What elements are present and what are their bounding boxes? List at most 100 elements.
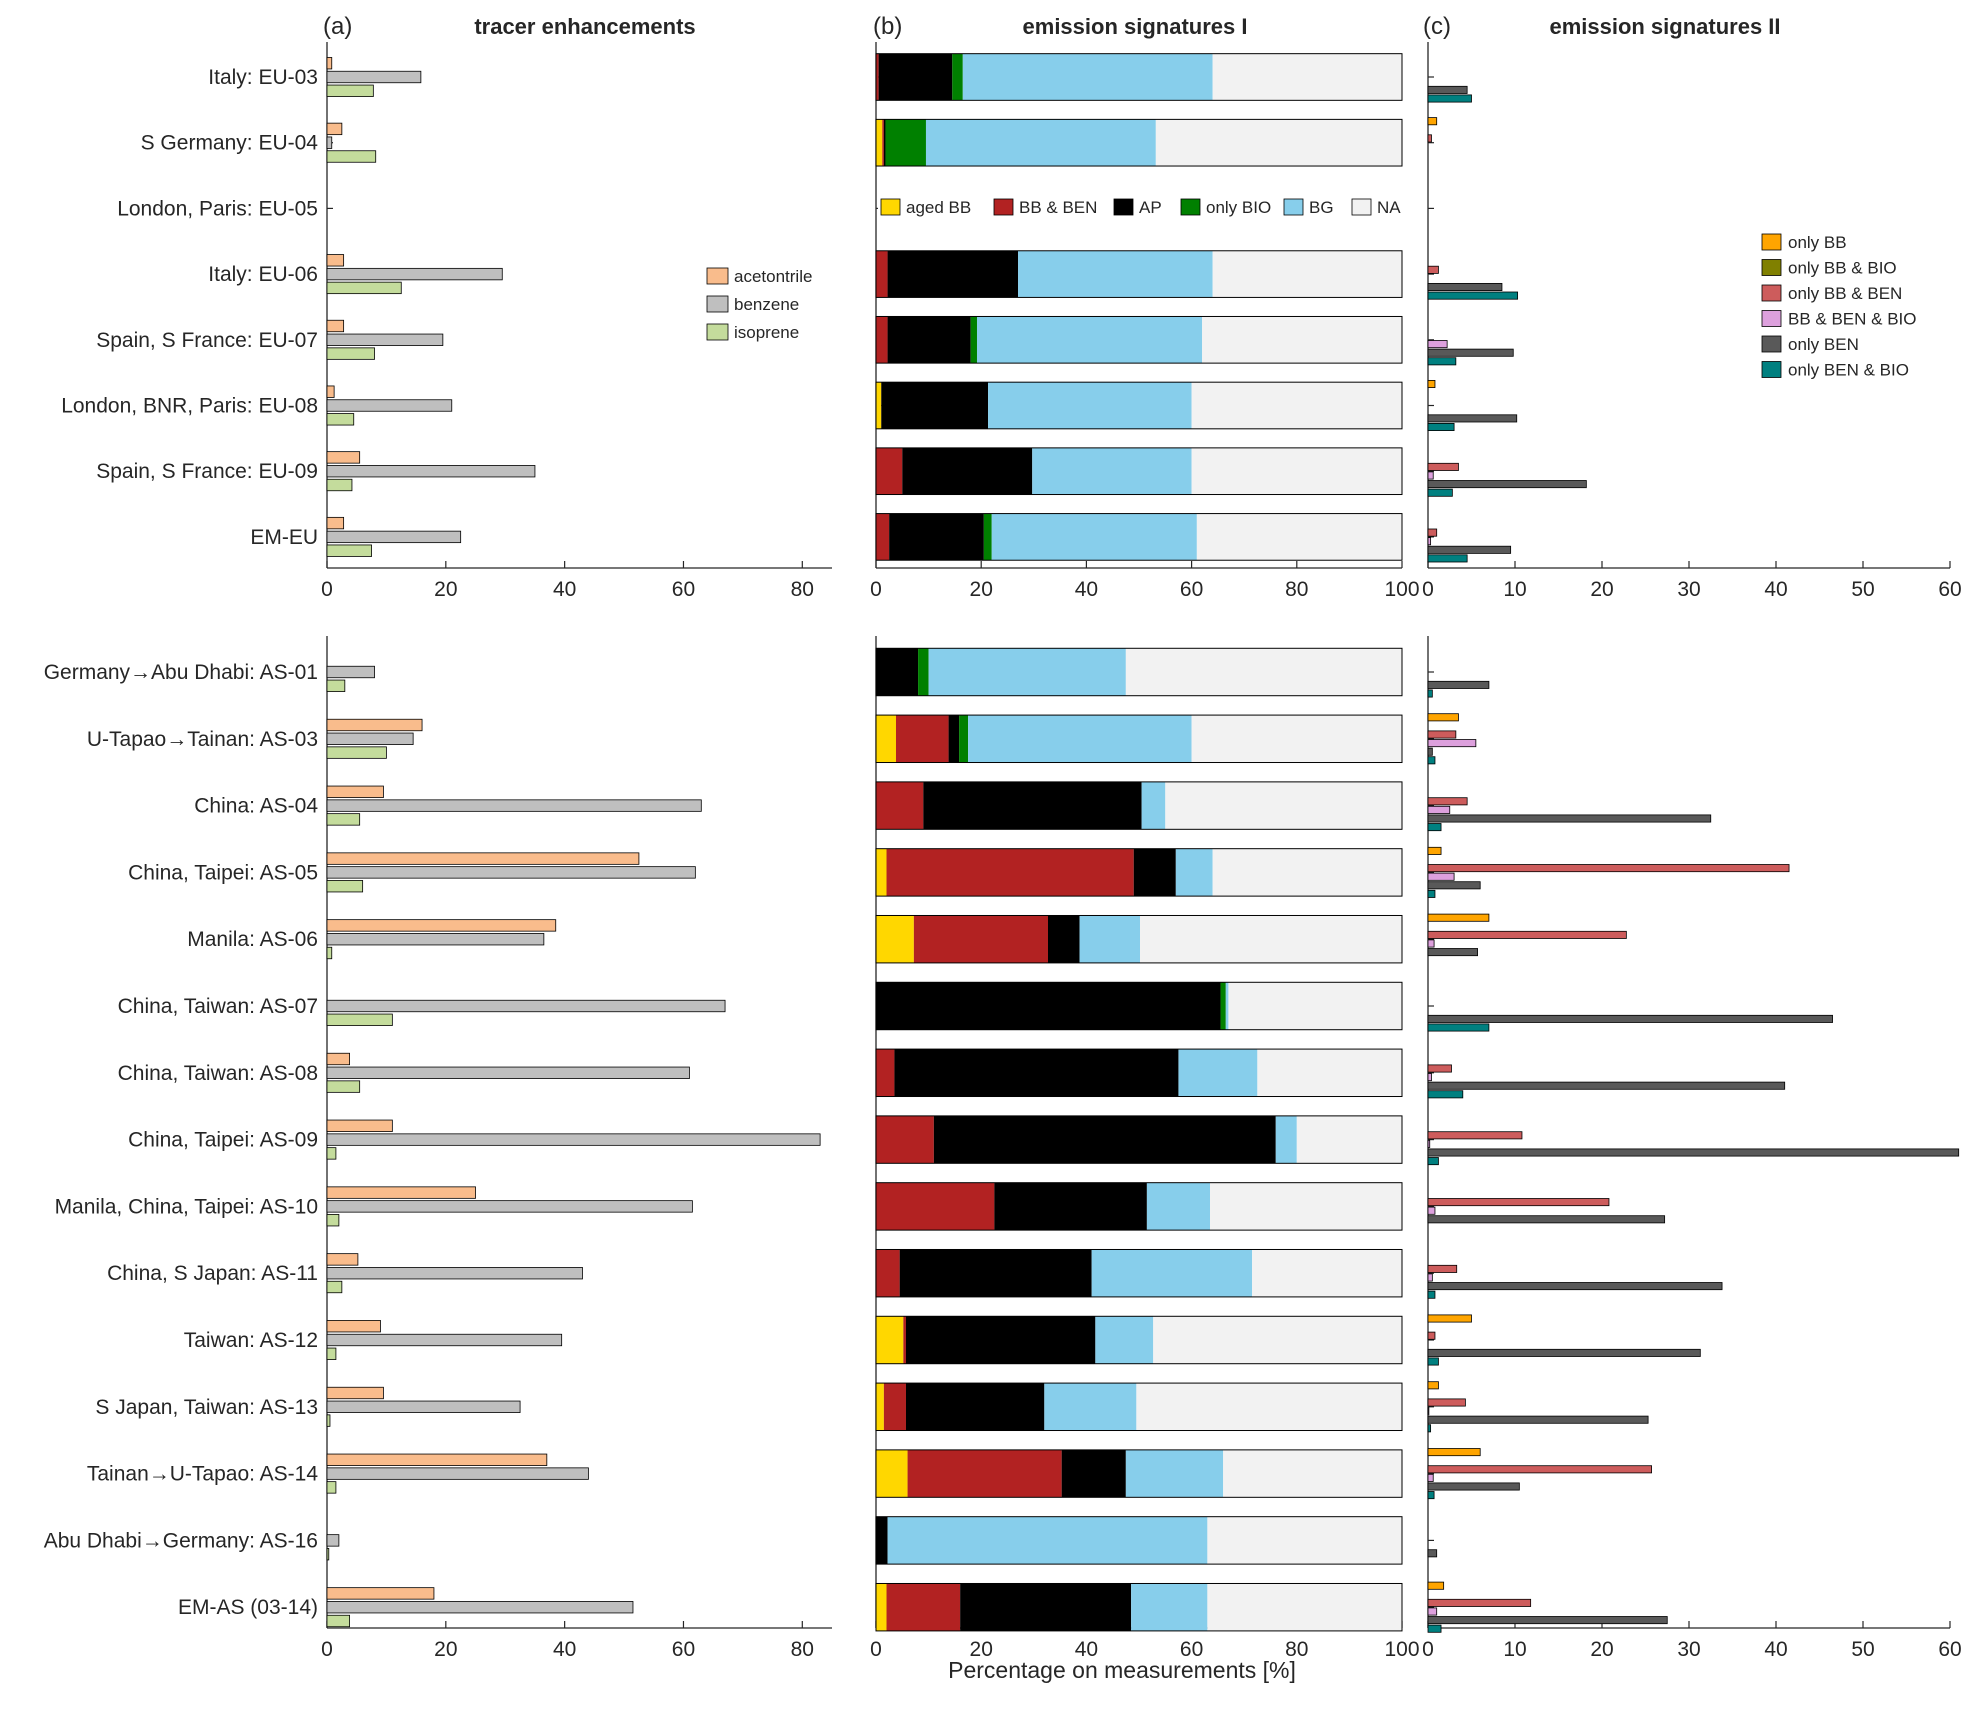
panel-b-block1-segment-na-abu-dhabi-germany-as-16 bbox=[1207, 1516, 1402, 1565]
legend-b-label-na: NA bbox=[1377, 198, 1401, 217]
panel-b-block1-segment-bg-china-taipei-as-05 bbox=[1175, 848, 1213, 897]
panel-b-block0-x-tick-label: 100 bbox=[1384, 578, 1419, 601]
panel-b-block1-bar-outline-manila-as-06 bbox=[875, 914, 1403, 964]
panel-c-block0-bar-only-ben-london-bnr-paris-eu-08 bbox=[1427, 414, 1518, 423]
panel-c-block1-bar-only-ben-bio-china-taipei-as-09 bbox=[1427, 1157, 1439, 1166]
panel-b-block0-segment-aged-bb-s-germany-eu-04 bbox=[876, 119, 883, 167]
panel-b-block1-segment-aged-bb-u-tapao-tainan-as-03 bbox=[876, 715, 896, 763]
panel-a-block1-bar-acetontrile-china-as-04 bbox=[326, 785, 384, 798]
panel-c-block0-bar-only-ben-italy-eu-03 bbox=[1427, 85, 1468, 94]
panel-c-block1-bar-only-ben-china-s-japan-as-11 bbox=[1427, 1282, 1723, 1291]
panel-a-block1-bar-acetontrile-manila-china-taipei-as-10 bbox=[326, 1186, 476, 1199]
block0-category-label-spain-s-france-eu-07: Spain, S France: EU-07 bbox=[96, 329, 318, 352]
block1-category-label-germany-abu-dhabi-as-01: Germany→Abu Dhabi: AS-01 bbox=[44, 661, 318, 684]
panel-b-block0-segment-bg-spain-s-france-eu-09 bbox=[1032, 447, 1192, 495]
legend-c-swatch-only-bb bbox=[1761, 233, 1782, 251]
panel-c-block1-x-tick-label: 30 bbox=[1677, 1638, 1700, 1661]
panel-a-block0-bar-benzene-italy-eu-03 bbox=[326, 70, 422, 84]
panel-b-block0-segment-ap-s-germany-eu-04 bbox=[883, 119, 886, 167]
panel-a-block1-bar-benzene-em-as-03-14 bbox=[326, 1601, 634, 1614]
panel-a-block1-bar-isoprene-china-taiwan-as-07 bbox=[326, 1013, 393, 1026]
panel-a-title: tracer enhancements bbox=[474, 14, 695, 39]
panel-a-block1-bar-benzene-china-taiwan-as-07 bbox=[326, 999, 726, 1013]
panel-a-block0-bar-isoprene-italy-eu-03 bbox=[326, 84, 374, 97]
panel-b-block1-segment-ap-china-taiwan-as-08 bbox=[894, 1049, 1179, 1097]
panel-a-block0-bar-acetontrile-em-eu bbox=[326, 516, 345, 530]
legend-b-label-bg: BG bbox=[1309, 198, 1334, 217]
panel-b-block1-bar-outline-germany-abu-dhabi-as-01 bbox=[875, 647, 1403, 697]
panel-a-block0-x-tick-label: 40 bbox=[553, 578, 576, 601]
panel-c-block1-bar-only-bb-tainan-u-tapao-as-14 bbox=[1427, 1448, 1481, 1457]
panel-c-block1-bar-only-ben-china-as-04 bbox=[1427, 814, 1712, 823]
panel-b-block0-segment-ap-spain-s-france-eu-09 bbox=[902, 447, 1033, 495]
panel-b-block0-segment-ap-em-eu bbox=[889, 513, 984, 561]
panel-c-block0-x-tick-label: 10 bbox=[1503, 578, 1526, 601]
panel-b-block1-bar-outline-u-tapao-tainan-as-03 bbox=[875, 714, 1403, 764]
legend-c-swatch-only-ben bbox=[1761, 335, 1782, 353]
panel-c-block1-bar-only-bb-manila-as-06 bbox=[1427, 913, 1490, 922]
panel-a-block0-bar-acetontrile-spain-s-france-eu-07 bbox=[326, 319, 345, 333]
panel-b-block1-segment-na-china-taipei-as-09 bbox=[1296, 1115, 1402, 1164]
panel-a-block1-bar-isoprene-u-tapao-tainan-as-03 bbox=[326, 746, 387, 759]
panel-c-block1-bar-only-bb-ben-em-as-03-14 bbox=[1427, 1598, 1532, 1607]
panel-b-block1-segment-na-china-as-04 bbox=[1165, 781, 1402, 830]
panel-b-block0-bar-outline-london-bnr-paris-eu-08 bbox=[875, 381, 1403, 430]
block1-category-label-abu-dhabi-germany-as-16: Abu Dhabi→Germany: AS-16 bbox=[44, 1529, 318, 1552]
panel-b-title: emission signatures I bbox=[1023, 14, 1248, 39]
panel-c-block0-bar-only-bb-s-germany-eu-04 bbox=[1427, 117, 1438, 126]
panel-b-block1-segment-bg-manila-as-06 bbox=[1079, 915, 1141, 963]
panel-b-block1-segment-bb-ben-taiwan-as-12 bbox=[903, 1316, 906, 1364]
panel-c-block0-bar-only-ben-bio-italy-eu-03 bbox=[1427, 94, 1472, 103]
panel-b-block1-segment-aged-bb-manila-as-06 bbox=[876, 915, 914, 963]
panel-b-block0-segment-ap-italy-eu-06 bbox=[887, 250, 1019, 298]
panel-a-block1-bar-benzene-manila-as-06 bbox=[326, 933, 545, 946]
panel-b-block1-segment-aged-bb-em-as-03-14 bbox=[876, 1583, 887, 1631]
panel-b-block0-segment-bg-london-bnr-paris-eu-08 bbox=[988, 382, 1192, 429]
panel-b-block1-segment-bg-germany-abu-dhabi-as-01 bbox=[928, 648, 1126, 696]
panel-a-block1-bar-acetontrile-s-japan-taiwan-as-13 bbox=[326, 1386, 384, 1400]
panel-b-block1-bar-outline-china-taipei-as-09 bbox=[875, 1115, 1403, 1164]
panel-a-block0-bar-isoprene-em-eu bbox=[326, 544, 372, 557]
panel-a-block1-bar-acetontrile-u-tapao-tainan-as-03 bbox=[326, 718, 423, 732]
panel-b-block0-bar-outline-italy-eu-03 bbox=[875, 53, 1403, 101]
panel-c-block1-bar-only-bb-s-japan-taiwan-as-13 bbox=[1427, 1381, 1439, 1390]
panel-b-block1-x-tick-label: 40 bbox=[1075, 1638, 1098, 1661]
panel-b-block1-x-tick-label: 0 bbox=[870, 1638, 882, 1661]
panel-b-block0-segment-bb-ben-s-germany-eu-04 bbox=[882, 119, 884, 167]
panel-b-block0-x-tick-label: 0 bbox=[870, 578, 882, 601]
legend-a-label-benzene: benzene bbox=[734, 295, 799, 314]
block1-category-label-china-taipei-as-09: China, Taipei: AS-09 bbox=[128, 1129, 318, 1152]
panel-b-block1-segment-bb-ben-china-taiwan-as-08 bbox=[876, 1049, 895, 1097]
panel-b-block1-segment-bg-china-taiwan-as-08 bbox=[1178, 1049, 1258, 1097]
panel-a-block1-bar-benzene-germany-abu-dhabi-as-01 bbox=[326, 665, 375, 679]
legend-c-swatch-bb-ben-bio bbox=[1761, 310, 1782, 327]
panel-b-block1-segment-bb-ben-em-as-03-14 bbox=[886, 1583, 961, 1631]
legend-c-swatch-only-bb-bio bbox=[1761, 259, 1782, 276]
panel-a-block1-bar-isoprene-china-taiwan-as-08 bbox=[326, 1080, 361, 1093]
panel-a-block1-bar-acetontrile-manila-as-06 bbox=[326, 919, 557, 932]
panel-c-block1-bar-only-ben-china-taipei-as-09 bbox=[1427, 1148, 1960, 1157]
panel-a-block1-bar-isoprene-abu-dhabi-germany-as-16 bbox=[326, 1548, 330, 1561]
panel-c-block0-bar-only-ben-bio-spain-s-france-eu-07 bbox=[1427, 357, 1457, 366]
block1-category-label-china-as-04: China: AS-04 bbox=[194, 795, 318, 818]
panel-b-block1-segment-only-bio-china-taiwan-as-07 bbox=[1220, 982, 1226, 1030]
block0-category-label-london-bnr-paris-eu-08: London, BNR, Paris: EU-08 bbox=[61, 395, 318, 418]
panel-a-block1-bar-isoprene-china-as-04 bbox=[326, 813, 361, 826]
panel-c-block1-x-tick-label: 50 bbox=[1851, 1638, 1874, 1661]
panel-b-block1-bar-outline-abu-dhabi-germany-as-16 bbox=[875, 1516, 1403, 1565]
panel-a-block1-bar-benzene-abu-dhabi-germany-as-16 bbox=[326, 1534, 340, 1547]
panel-a-block0-x-tick-label: 80 bbox=[791, 578, 814, 601]
panel-c-block1-bar-only-bb-ben-manila-as-06 bbox=[1427, 930, 1627, 939]
panel-b-block0-segment-bb-ben-spain-s-france-eu-09 bbox=[876, 447, 903, 495]
panel-c-block1-bar-bb-ben-bio-china-s-japan-as-11 bbox=[1427, 1273, 1433, 1282]
panel-c-block0-bar-bb-ben-bio-em-eu bbox=[1427, 537, 1432, 546]
panel-c-block0-bar-bb-ben-bio-spain-s-france-eu-09 bbox=[1427, 471, 1434, 480]
legend-b-label-only-bio: only BIO bbox=[1206, 198, 1271, 217]
panel-c-block1-bar-only-ben-bio-s-japan-taiwan-as-13 bbox=[1427, 1424, 1432, 1433]
panel-a-block0-bar-isoprene-spain-s-france-eu-07 bbox=[326, 347, 375, 360]
panel-a-block1-bar-acetontrile-em-as-03-14 bbox=[326, 1587, 435, 1600]
panel-b-block1-segment-ap-china-taipei-as-09 bbox=[933, 1115, 1276, 1164]
block1-category-label-taiwan-as-12: Taiwan: AS-12 bbox=[184, 1329, 318, 1352]
panel-b-block1-segment-bg-china-taiwan-as-07 bbox=[1225, 982, 1229, 1030]
panel-c-block0-bar-only-ben-em-eu bbox=[1427, 545, 1512, 554]
